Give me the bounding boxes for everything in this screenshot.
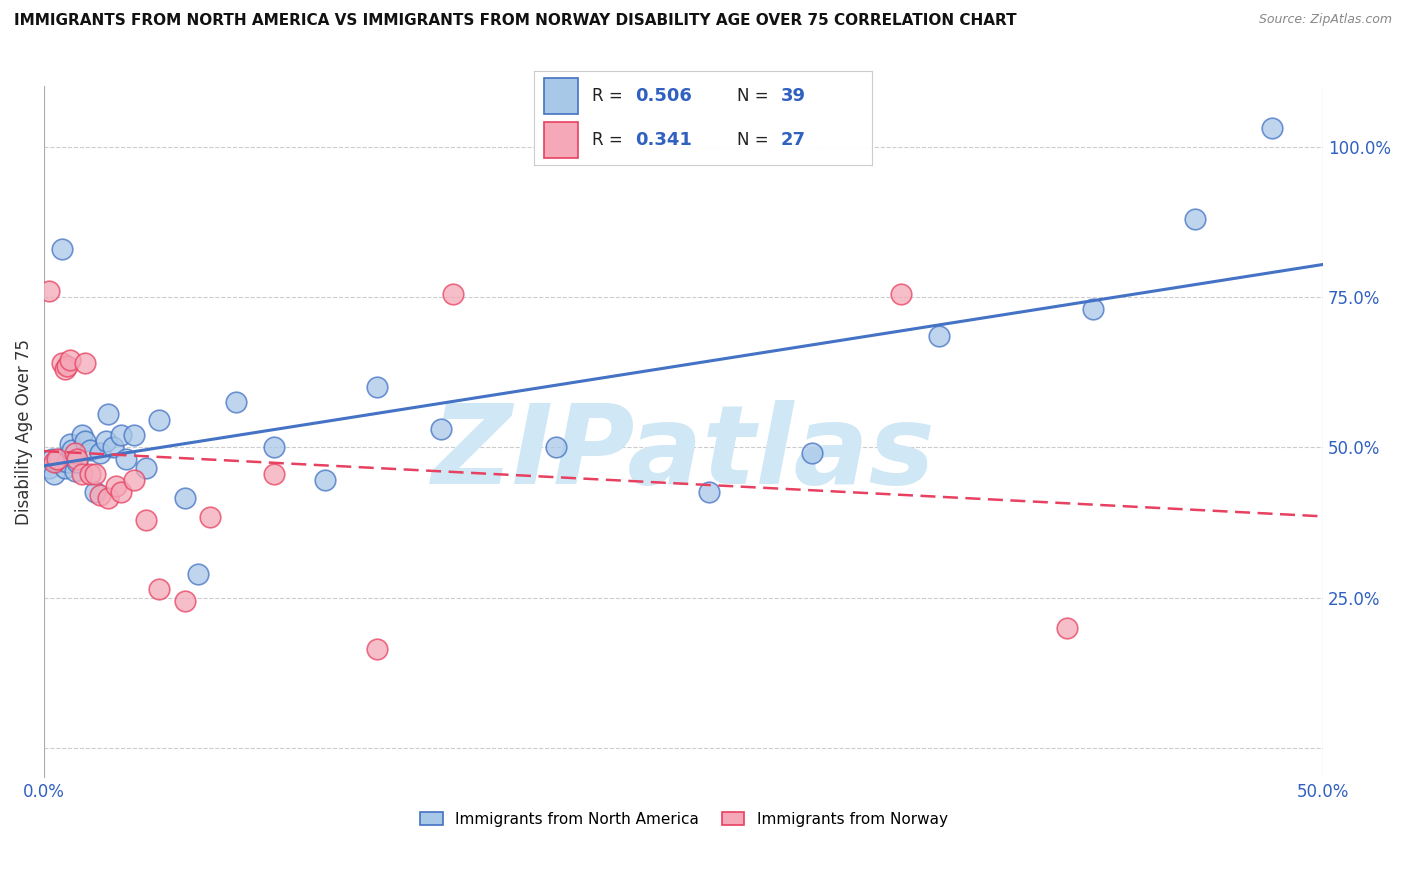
Point — [366, 380, 388, 394]
Point — [89, 488, 111, 502]
Point — [63, 464, 86, 478]
Point — [1081, 301, 1104, 316]
Point — [79, 467, 101, 482]
Point — [200, 509, 222, 524]
Point — [89, 446, 111, 460]
Point — [84, 485, 107, 500]
Text: N =: N = — [737, 131, 773, 149]
Point — [890, 287, 912, 301]
Point — [73, 434, 96, 449]
Text: 39: 39 — [780, 87, 806, 104]
Point — [1261, 121, 1284, 136]
Y-axis label: Disability Age Over 75: Disability Age Over 75 — [15, 339, 32, 525]
Text: IMMIGRANTS FROM NORTH AMERICA VS IMMIGRANTS FROM NORWAY DISABILITY AGE OVER 75 C: IMMIGRANTS FROM NORTH AMERICA VS IMMIGRA… — [14, 13, 1017, 29]
Point — [115, 452, 138, 467]
Point — [94, 434, 117, 449]
Point — [135, 512, 157, 526]
Point — [110, 428, 132, 442]
Point — [148, 582, 170, 596]
Point — [697, 485, 720, 500]
Point — [315, 474, 337, 488]
Point — [53, 362, 76, 376]
Point — [97, 491, 120, 506]
Point — [51, 242, 73, 256]
Text: R =: R = — [592, 87, 627, 104]
Point — [44, 467, 66, 482]
Bar — [544, 122, 578, 158]
Text: ZIPatlas: ZIPatlas — [432, 400, 935, 507]
Point — [45, 452, 67, 467]
Point — [84, 467, 107, 482]
Point — [429, 422, 451, 436]
Point — [48, 452, 70, 467]
Point — [225, 395, 247, 409]
Point — [41, 452, 63, 467]
Point — [97, 407, 120, 421]
Point — [53, 461, 76, 475]
Point — [63, 446, 86, 460]
Point — [173, 593, 195, 607]
Point — [122, 428, 145, 442]
Point — [441, 287, 464, 301]
Legend: Immigrants from North America, Immigrants from Norway: Immigrants from North America, Immigrant… — [413, 805, 953, 833]
Point — [148, 413, 170, 427]
Point — [45, 455, 67, 469]
Point — [66, 452, 89, 467]
Point — [135, 461, 157, 475]
Point — [59, 437, 82, 451]
Point — [173, 491, 195, 506]
Point — [66, 455, 89, 469]
Point — [44, 455, 66, 469]
Text: 0.506: 0.506 — [636, 87, 692, 104]
Point — [263, 467, 285, 482]
Point — [73, 356, 96, 370]
Point — [263, 440, 285, 454]
Point — [544, 440, 567, 454]
Point — [59, 353, 82, 368]
Text: Source: ZipAtlas.com: Source: ZipAtlas.com — [1258, 13, 1392, 27]
Point — [38, 284, 60, 298]
Point — [79, 443, 101, 458]
Point — [38, 461, 60, 475]
Point — [800, 446, 823, 460]
Point — [187, 566, 209, 581]
Text: 0.341: 0.341 — [636, 131, 692, 149]
Point — [51, 356, 73, 370]
Text: N =: N = — [737, 87, 773, 104]
Text: 27: 27 — [780, 131, 806, 149]
Point — [366, 641, 388, 656]
Point — [56, 455, 79, 469]
Text: R =: R = — [592, 131, 627, 149]
Point — [72, 467, 94, 482]
Bar — [544, 78, 578, 113]
Point — [122, 474, 145, 488]
Point — [110, 485, 132, 500]
Point — [60, 443, 83, 458]
Point — [928, 329, 950, 343]
Point — [56, 359, 79, 373]
Point — [72, 428, 94, 442]
Point — [104, 479, 127, 493]
Point — [101, 440, 124, 454]
Point — [1184, 211, 1206, 226]
Point — [1056, 621, 1078, 635]
